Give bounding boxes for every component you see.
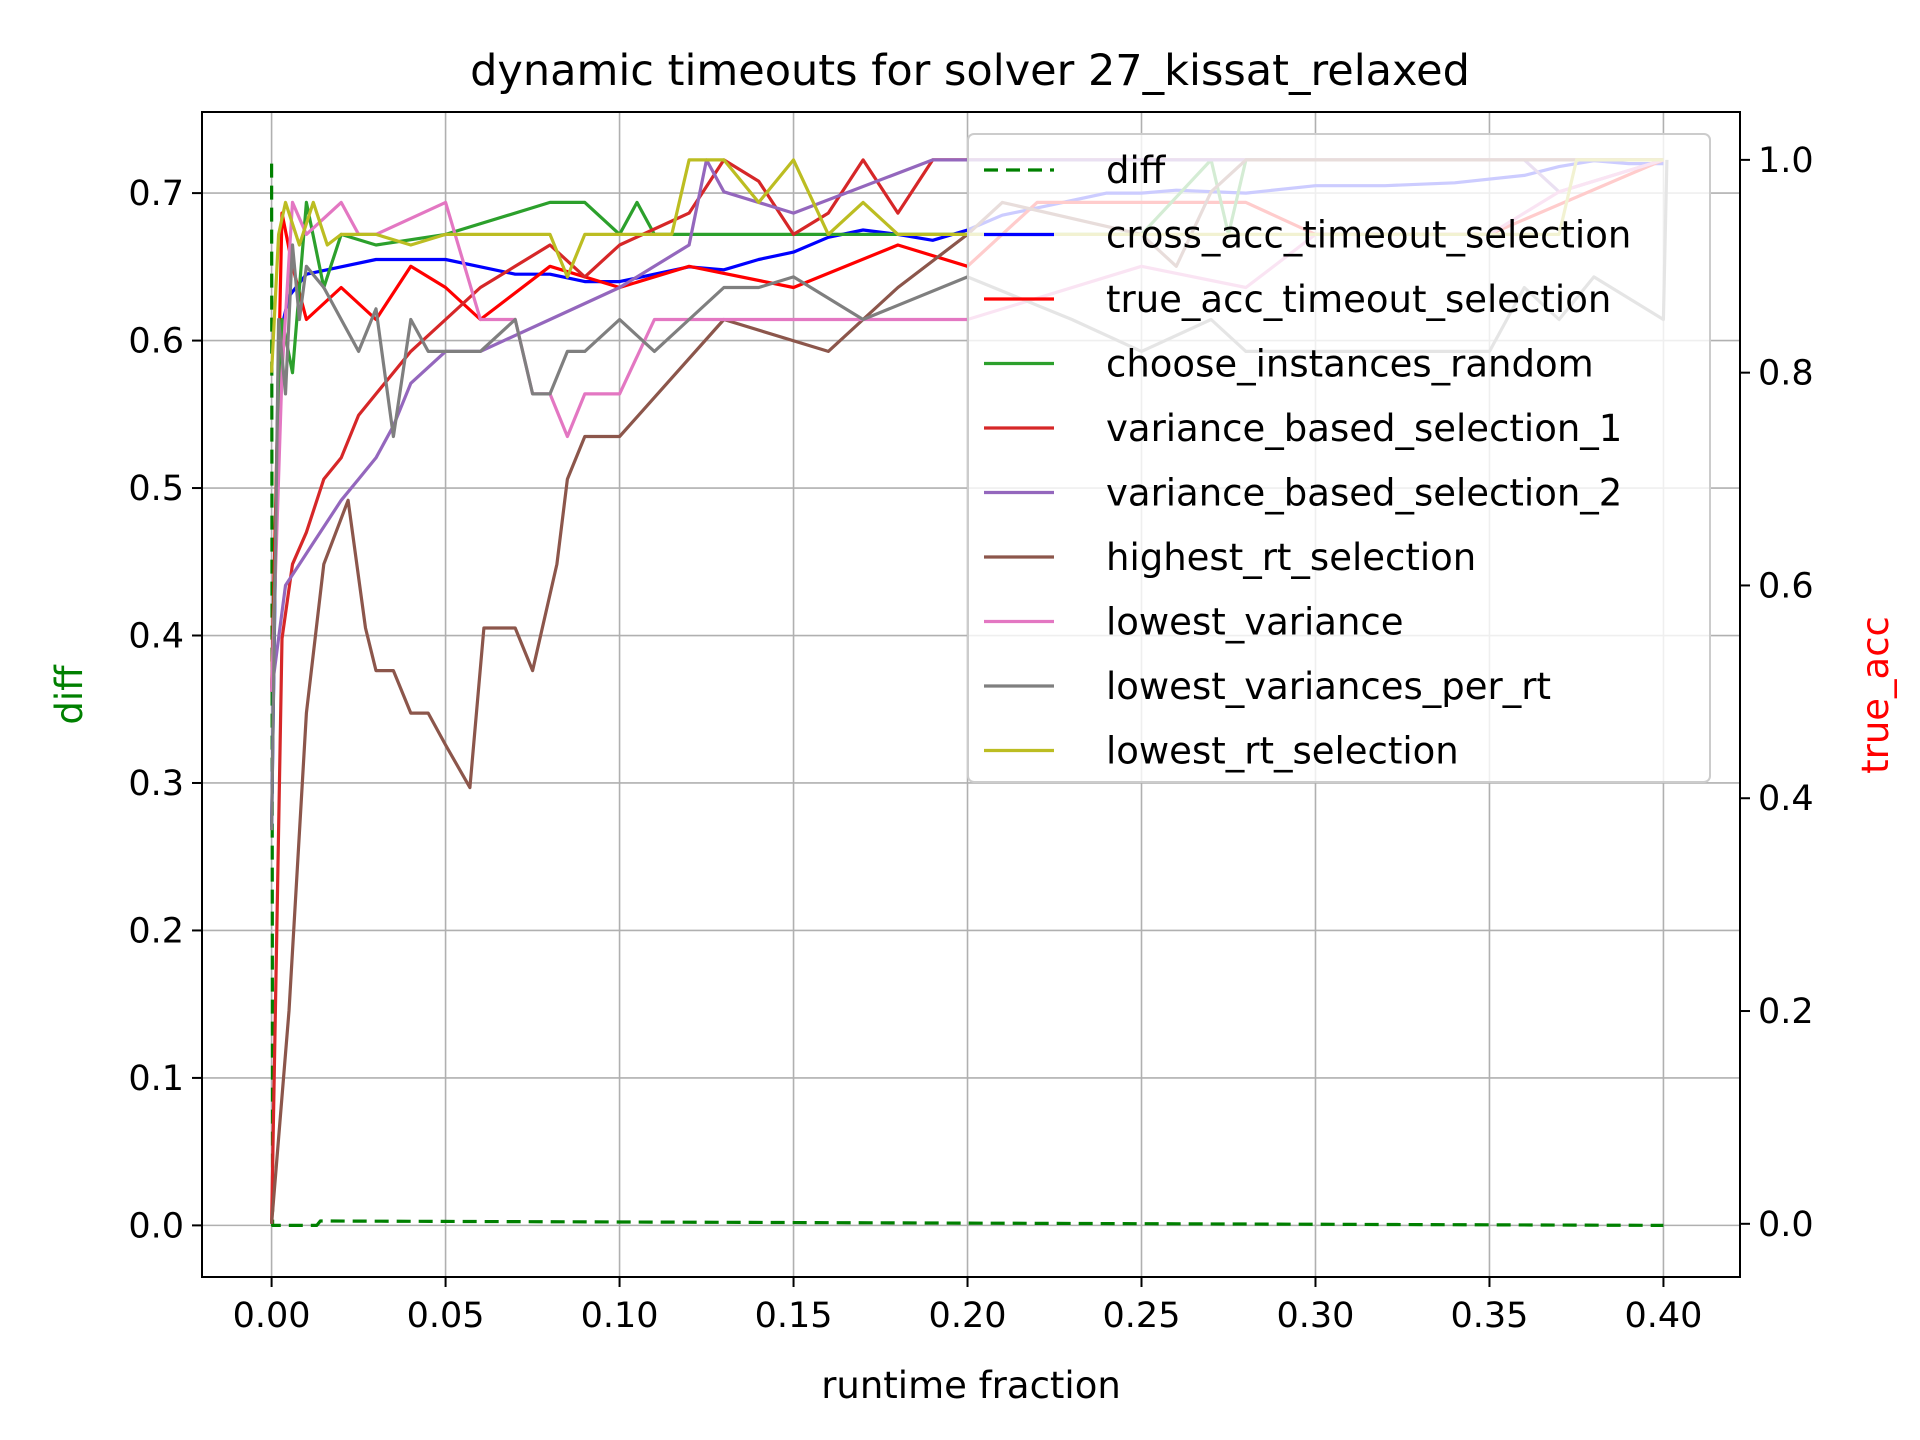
legend-label: choose_instances_random bbox=[1106, 343, 1594, 386]
y-left-tick-label: 0.2 bbox=[128, 911, 184, 951]
y-right-tick-label: 0.4 bbox=[1758, 779, 1814, 819]
x-tick-label: 0.25 bbox=[1103, 1296, 1181, 1336]
y-right-tick-label: 0.2 bbox=[1758, 992, 1814, 1032]
legend-label: cross_acc_timeout_selection bbox=[1106, 214, 1631, 257]
x-tick-label: 0.30 bbox=[1277, 1296, 1355, 1336]
legend-label: variance_based_selection_1 bbox=[1106, 407, 1622, 450]
y-axis-right: 0.0 0.2 0.4 0.6 0.8 1.0 bbox=[1740, 141, 1814, 1245]
y-left-tick-label: 0.0 bbox=[128, 1206, 184, 1246]
x-axis: 0.00 0.05 0.10 0.15 0.20 0.25 0.30 0.35 0.40 bbox=[233, 1277, 1702, 1336]
y-left-tick-label: 0.3 bbox=[128, 764, 184, 804]
y-left-tick-label: 0.5 bbox=[128, 469, 184, 509]
legend-label: highest_rt_selection bbox=[1106, 536, 1476, 579]
y-axis-left: 0.0 0.1 0.2 0.3 0.4 0.5 0.6 0.7 bbox=[128, 174, 202, 1246]
legend-label: variance_based_selection_2 bbox=[1106, 472, 1622, 515]
y-right-tick-label: 0.0 bbox=[1758, 1205, 1814, 1245]
plot-frame bbox=[201, 111, 1741, 1278]
y-left-tick-label: 0.7 bbox=[128, 174, 184, 214]
legend-label: lowest_rt_selection bbox=[1106, 730, 1459, 773]
y-right-tick-label: 1.0 bbox=[1758, 141, 1814, 181]
x-tick-label: 0.05 bbox=[407, 1296, 485, 1336]
x-tick-label: 0.15 bbox=[755, 1296, 833, 1336]
x-tick-label: 0.40 bbox=[1624, 1296, 1702, 1336]
y-axis-right-title: true_acc bbox=[1854, 616, 1897, 774]
legend-label: lowest_variances_per_rt bbox=[1106, 665, 1551, 708]
y-left-tick-label: 0.6 bbox=[128, 322, 184, 362]
x-tick-label: 0.35 bbox=[1450, 1296, 1528, 1336]
y-left-tick-label: 0.4 bbox=[128, 617, 184, 657]
y-right-tick-label: 0.8 bbox=[1758, 354, 1814, 394]
x-tick-label: 0.00 bbox=[233, 1296, 311, 1336]
chart-title: dynamic timeouts for solver 27_kissat_re… bbox=[470, 46, 1470, 96]
y-left-tick-label: 0.1 bbox=[128, 1059, 184, 1099]
legend-label: diff bbox=[1106, 149, 1167, 192]
legend-label: lowest_variance bbox=[1106, 601, 1404, 644]
y-axis-left-title: diff bbox=[48, 664, 91, 725]
legend-label: true_acc_timeout_selection bbox=[1106, 278, 1611, 321]
series-line-diff bbox=[270, 163, 1664, 1228]
legend-frame bbox=[967, 133, 1711, 783]
y-right-tick-label: 0.6 bbox=[1758, 566, 1814, 606]
x-tick-label: 0.10 bbox=[581, 1296, 659, 1336]
x-tick-label: 0.20 bbox=[929, 1296, 1007, 1336]
x-axis-title: runtime fraction bbox=[821, 1364, 1121, 1407]
legend: diff cross_acc_timeout_selection true_acc_… bbox=[967, 133, 1711, 783]
